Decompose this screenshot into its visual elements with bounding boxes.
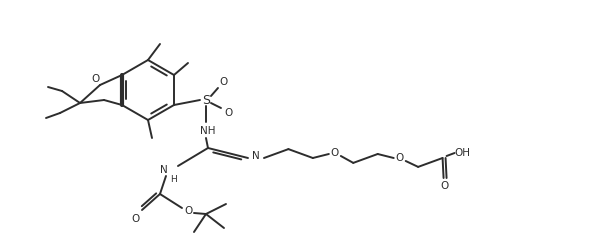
- Text: O: O: [220, 77, 228, 87]
- Text: O: O: [441, 181, 449, 191]
- Text: N: N: [252, 151, 260, 161]
- Text: OH: OH: [455, 148, 471, 158]
- Text: H: H: [170, 174, 177, 184]
- Text: O: O: [185, 206, 193, 216]
- Text: O: O: [225, 108, 233, 118]
- Text: NH: NH: [200, 126, 216, 136]
- Text: O: O: [132, 214, 140, 224]
- Text: O: O: [91, 74, 99, 84]
- Text: S: S: [202, 94, 210, 106]
- Text: O: O: [331, 148, 339, 158]
- Text: O: O: [395, 153, 404, 163]
- Text: N: N: [160, 165, 168, 175]
